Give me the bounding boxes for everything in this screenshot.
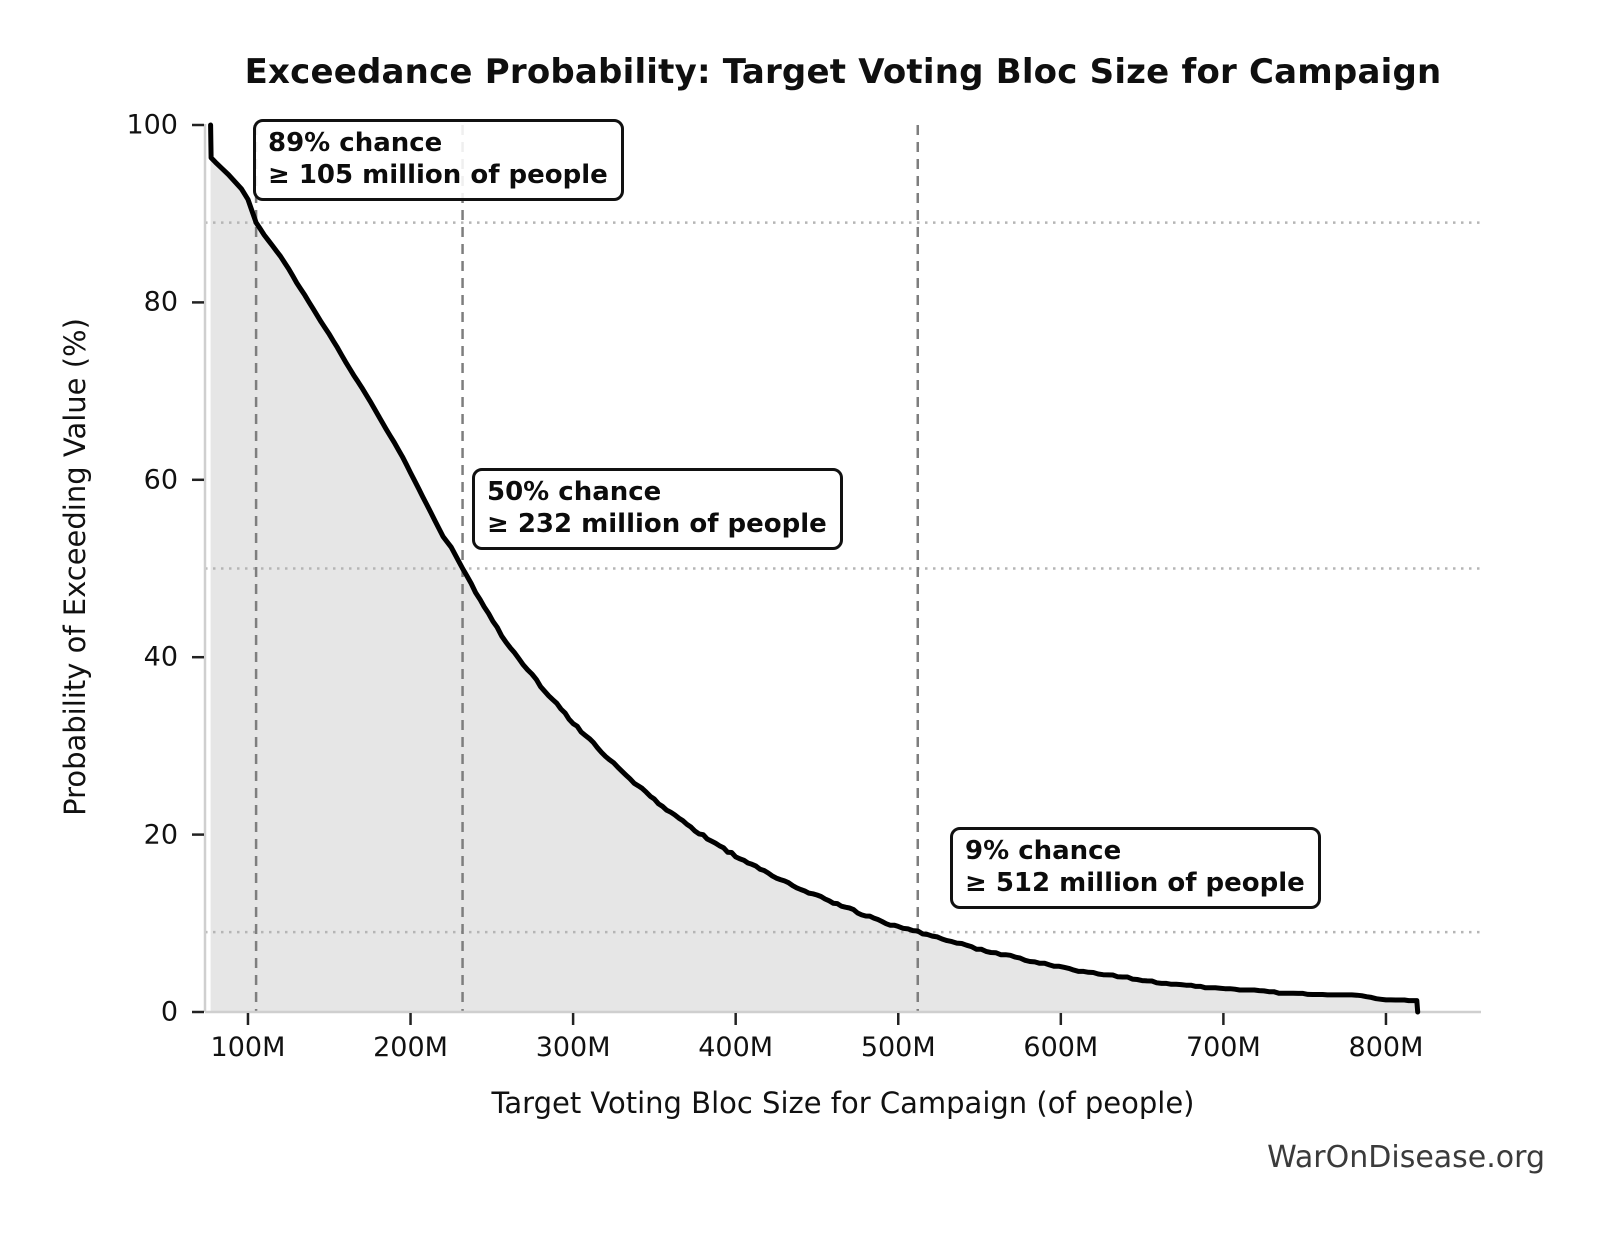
annotation-9pct: 9% chance ≥ 512 million of people <box>950 827 1321 909</box>
x-tick-label-300M: 300M <box>535 1032 611 1063</box>
annotation-50pct-chance: 50% chance <box>487 477 662 507</box>
y-tick-label-100: 100 <box>126 109 178 141</box>
x-axis-label: Target Voting Bloc Size for Campaign (of… <box>491 1086 1195 1120</box>
x-tick-label-700M: 700M <box>1185 1032 1261 1063</box>
watermark: WarOnDisease.org <box>1267 1140 1545 1175</box>
annotation-89pct: 89% chance ≥ 105 million of people <box>253 119 624 201</box>
x-tick-label-600M: 600M <box>1023 1032 1099 1063</box>
y-tick-label-20: 20 <box>143 819 178 851</box>
annotation-50pct: 50% chance ≥ 232 million of people <box>472 468 843 550</box>
x-tick-label-800M: 800M <box>1348 1032 1424 1063</box>
annotation-89pct-threshold: ≥ 105 million of people <box>268 160 608 190</box>
annotation-9pct-threshold: ≥ 512 million of people <box>965 868 1305 898</box>
x-tick-label-100M: 100M <box>210 1032 286 1063</box>
chart-title: Exceedance Probability: Target Voting Bl… <box>244 52 1442 92</box>
x-tick-label-400M: 400M <box>698 1032 774 1063</box>
x-tick-label-200M: 200M <box>373 1032 448 1063</box>
y-tick-label-40: 40 <box>143 641 178 673</box>
y-tick-label-0: 0 <box>160 996 178 1028</box>
annotation-89pct-chance: 89% chance <box>268 128 443 158</box>
x-tick-label-500M: 500M <box>860 1032 936 1063</box>
annotation-50pct-threshold: ≥ 232 million of people <box>487 509 827 539</box>
annotation-9pct-chance: 9% chance <box>965 836 1122 866</box>
y-tick-label-80: 80 <box>143 286 178 318</box>
exceedance-curve <box>208 122 1421 1015</box>
y-axis-label: Probability of Exceeding Value (%) <box>58 318 92 816</box>
y-tick-label-60: 60 <box>143 464 178 496</box>
area-fill <box>210 125 1418 1012</box>
